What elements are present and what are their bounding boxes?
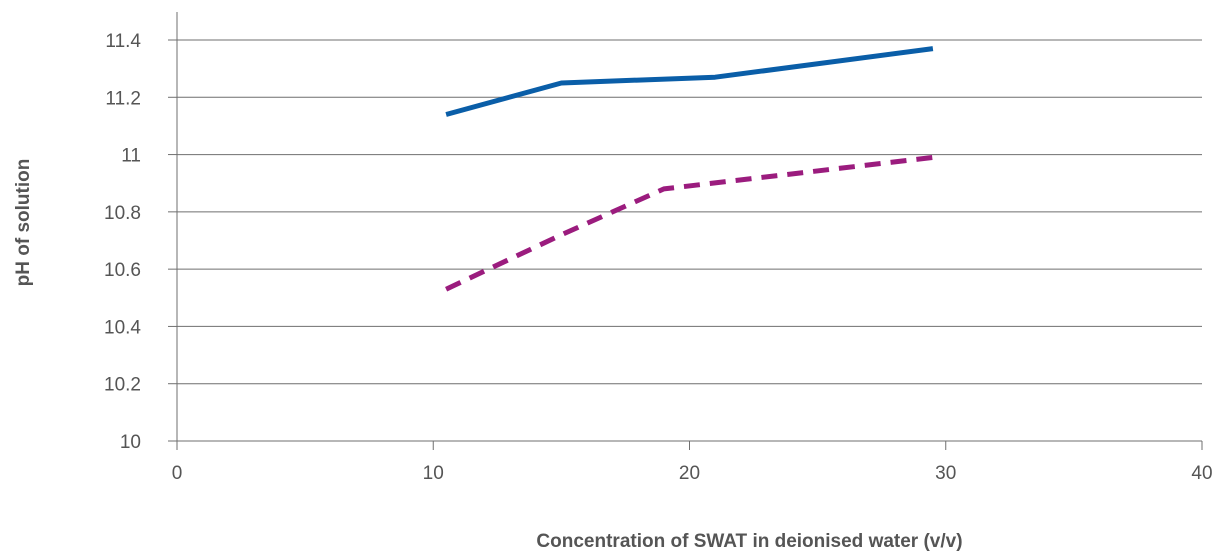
series-line-2 [445, 154, 934, 292]
y-tick-label: 10.6 [104, 260, 141, 281]
y-tick-label: 11.4 [105, 31, 141, 52]
x-axis-title: Concentration of SWAT in deionised water… [536, 531, 962, 552]
series-lines [445, 46, 934, 292]
x-tick-label: 10 [423, 463, 444, 484]
y-axis-title: pH of solution [13, 159, 34, 287]
gridlines [177, 39, 1202, 385]
y-tick-label: 10 [120, 432, 141, 453]
x-tick-label: 40 [1191, 463, 1212, 484]
y-tick-label: 10.4 [104, 317, 141, 338]
y-tick-label: 11.2 [105, 88, 141, 109]
tick-labels: 10 10.2 10.4 10.6 10.8 11 11.2 11.4 0 10 20 30 40 [104, 31, 1213, 484]
x-tick-label: 30 [935, 463, 956, 484]
y-tick-label: 10.8 [104, 203, 141, 224]
y-tick-label: 10.2 [104, 375, 141, 396]
series-line-1 [445, 46, 934, 117]
x-tick-label: 0 [172, 463, 183, 484]
axes [168, 12, 1203, 450]
y-tick-label: 11 [121, 146, 141, 167]
x-tick-label: 20 [679, 463, 700, 484]
